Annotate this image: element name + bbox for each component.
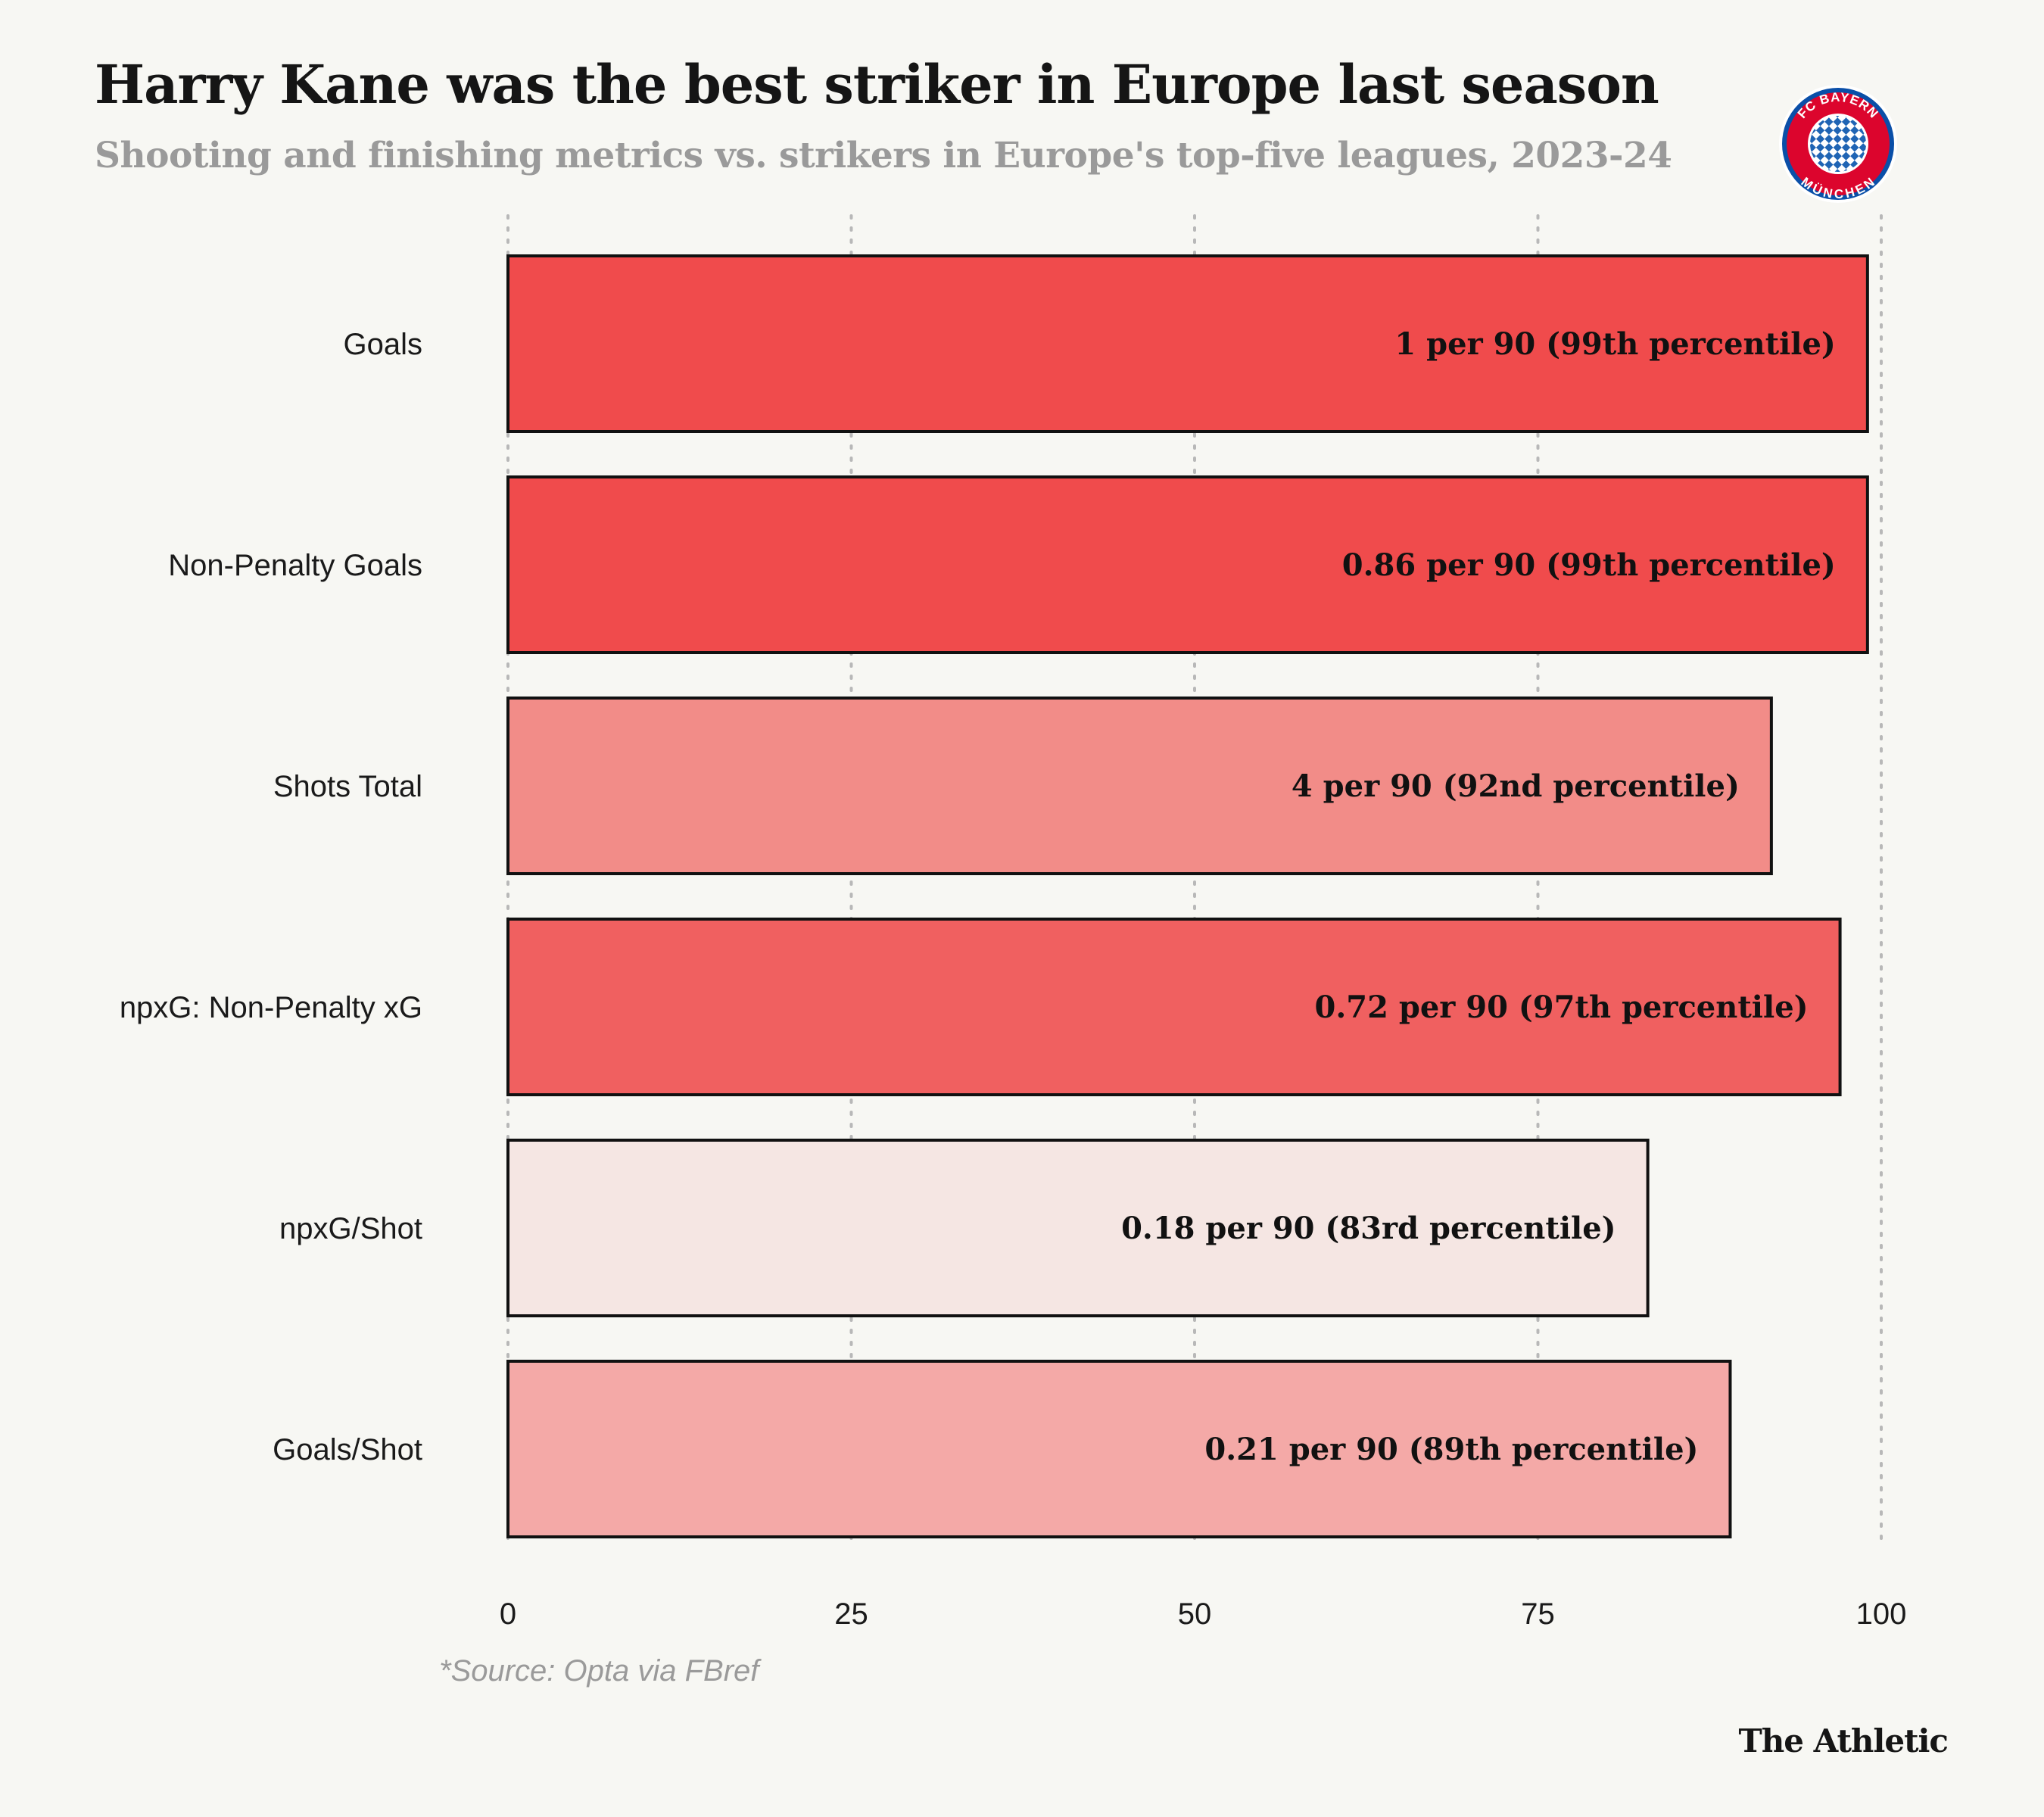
brand-logo-text: The Athletic [1738,1722,1949,1759]
bar-layer [506,254,1869,1538]
fc-bayern-crest-icon: FC BAYERN MÜNCHEN [1779,85,1897,203]
data-label-npxg-non-penalty-xg: 0.72 per 90 (97th percentile) [1315,990,1809,1025]
x-tick-label-0: 0 [500,1597,516,1631]
category-label-goals-shot: Goals/Shot [273,1433,422,1466]
x-tick-label-25: 25 [834,1597,868,1631]
data-label-goals: 1 per 90 (99th percentile) [1394,326,1835,362]
bar-shots-total [506,697,1773,875]
label-layer: Goals 1 per 90 (99th percentile) Non-Penal… [120,326,1836,1467]
bar-npxg-non-penalty-xg [506,918,1842,1096]
source-note: *Source: Opta via FBref [439,1654,759,1688]
grid-layer [506,214,1883,1546]
data-label-shots-total: 4 per 90 (92nd percentile) [1292,768,1740,804]
chart-title: Harry Kane was the best striker in Europ… [95,53,1659,116]
x-tick-label-75: 75 [1521,1597,1555,1631]
category-label-shots-total: Shots Total [273,770,422,803]
x-tick-label-100: 100 [1856,1597,1907,1631]
bar-npxg-shot [506,1139,1650,1317]
chart-subtitle: Shooting and finishing metrics vs. strik… [95,135,1672,176]
data-label-goals-shot: 0.21 per 90 (89th percentile) [1204,1432,1698,1467]
tick-layer: 0 25 50 75 100 [500,1597,1907,1631]
bar-goals [506,254,1869,433]
category-label-non-penalty-goals: Non-Penalty Goals [168,549,422,582]
data-label-npxg-shot: 0.18 per 90 (83rd percentile) [1121,1211,1616,1246]
category-label-npxg-shot: npxG/Shot [279,1212,422,1245]
data-label-non-penalty-goals: 0.86 per 90 (99th percentile) [1342,547,1836,583]
bar-non-penalty-goals [506,475,1869,654]
x-tick-label-50: 50 [1178,1597,1212,1631]
bar-goals-shot [506,1360,1732,1538]
category-label-npxg-non-penalty-xg: npxG: Non-Penalty xG [120,991,422,1024]
category-label-goals: Goals [344,328,423,361]
